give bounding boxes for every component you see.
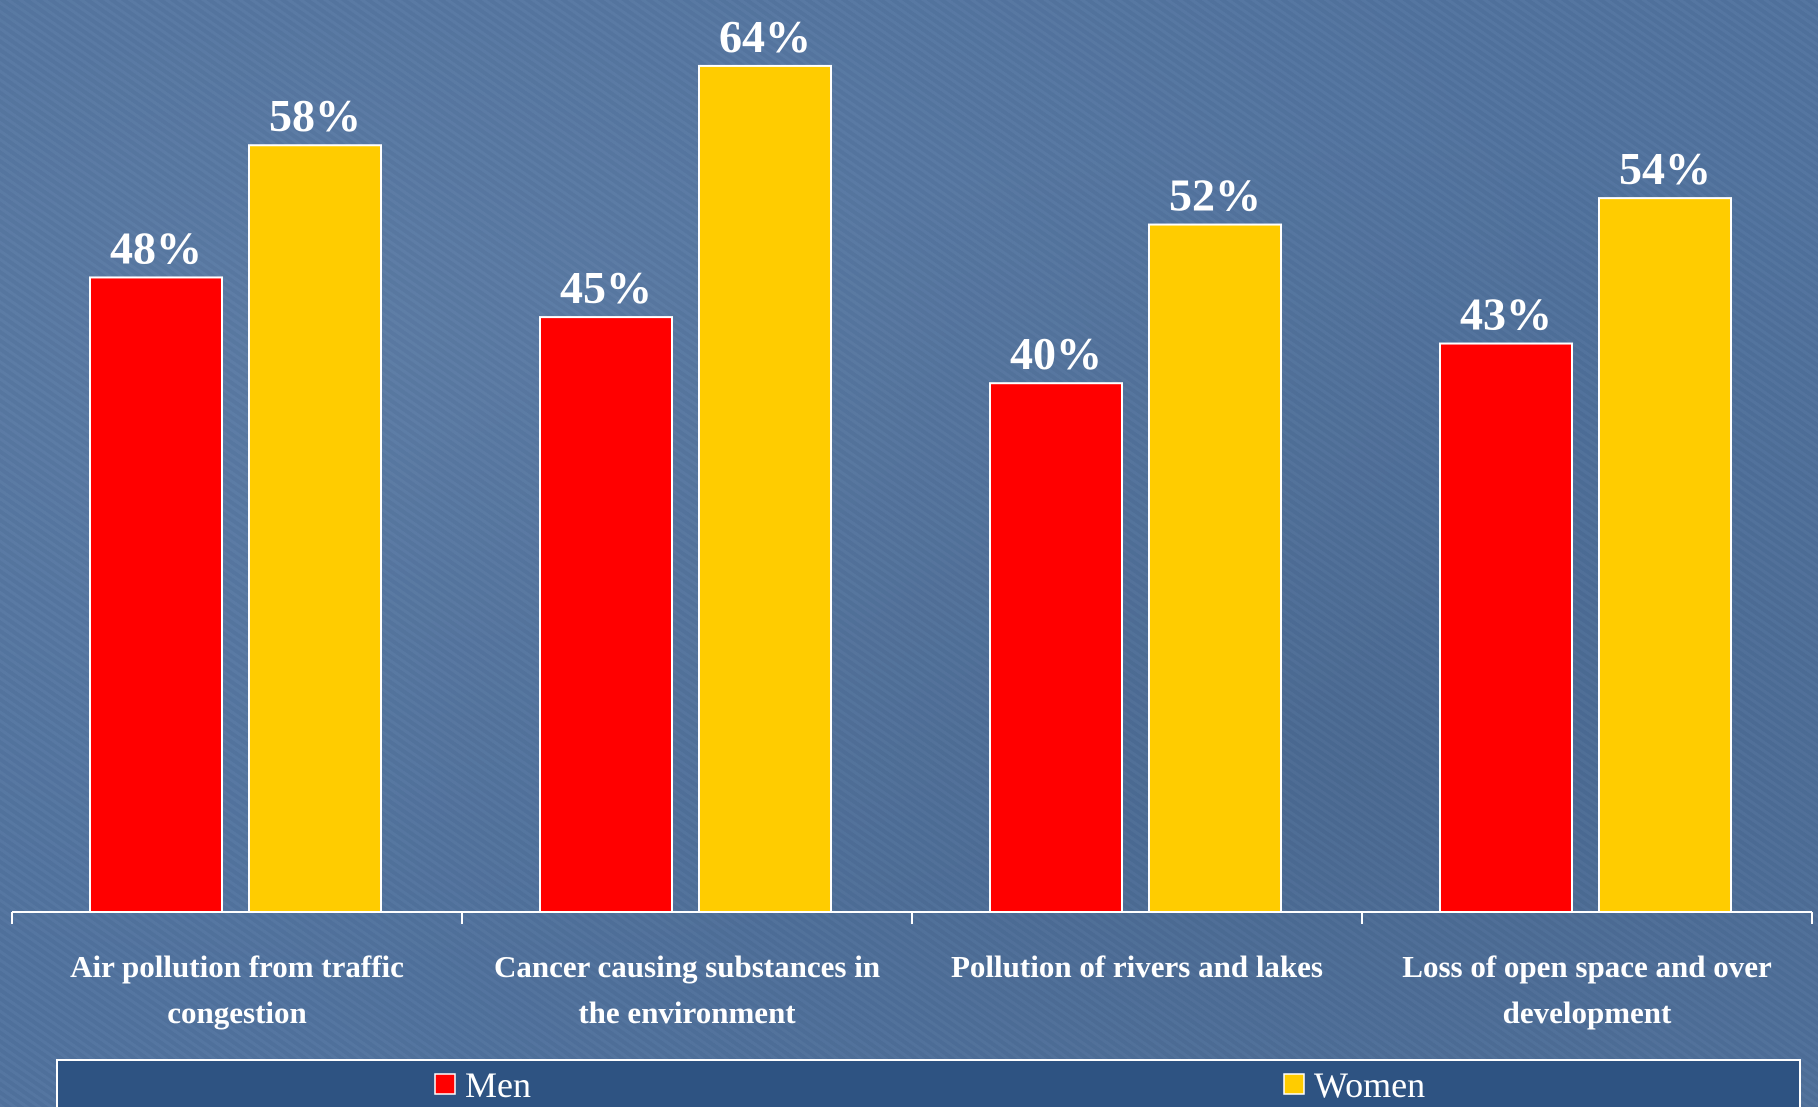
legend: Men Women <box>56 1059 1801 1107</box>
data-label-men-1: 45% <box>560 262 652 313</box>
data-label-women-1: 64% <box>719 11 811 62</box>
labels-group: 48% 45% 40% 43% 58% 64% 52% 54% Air pollution fr… <box>70 11 1772 1030</box>
x-tick-label-1: Cancer causing substances in the environm… <box>494 949 880 1030</box>
data-label-women-3: 54% <box>1619 143 1711 194</box>
legend-swatch-men <box>434 1073 456 1095</box>
bar-men-2 <box>989 382 1123 913</box>
bar-men-0 <box>89 276 223 913</box>
bar-men-1 <box>539 316 673 914</box>
bar-women-1 <box>698 64 832 914</box>
data-label-men-2: 40% <box>1010 328 1102 379</box>
legend-box <box>56 1059 1801 1107</box>
legend-swatch-women <box>1283 1073 1305 1095</box>
x-tick-label-3: Loss of open space and over development <box>1402 949 1772 1030</box>
bar-men-3 <box>1439 342 1573 914</box>
bar-women-0 <box>248 144 382 914</box>
data-label-women-0: 58% <box>269 90 361 141</box>
legend-label-men: Men <box>465 1065 531 1105</box>
data-label-men-3: 43% <box>1460 289 1552 340</box>
data-label-women-2: 52% <box>1169 170 1261 221</box>
bar-women-3 <box>1598 197 1732 913</box>
x-axis <box>11 911 1813 924</box>
bars-group <box>89 64 1732 914</box>
x-tick-label-0: Air pollution from traffic congestion <box>70 949 404 1030</box>
data-label-men-0: 48% <box>110 222 202 273</box>
legend-label-women: Women <box>1314 1065 1425 1105</box>
bar-women-2 <box>1148 223 1282 913</box>
x-tick-label-2: Pollution of rivers and lakes <box>951 949 1323 984</box>
